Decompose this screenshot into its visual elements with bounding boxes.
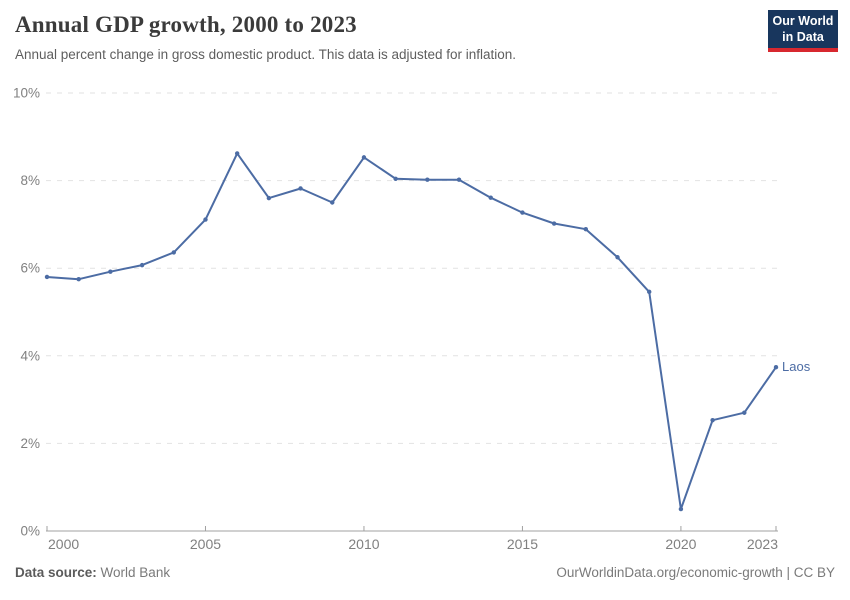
y-tick-label: 0% [20,524,40,539]
data-point [583,227,589,232]
data-point [203,217,208,222]
data-point [234,151,240,156]
data-point [425,177,430,182]
data-point [393,176,398,182]
chart-footer: Data source: World Bank OurWorldinData.o… [15,565,835,580]
data-point [710,417,715,423]
chart-subtitle: Annual percent change in gross domestic … [15,47,517,62]
data-point [773,364,779,370]
data-source-value: World Bank [100,565,171,580]
x-tick-label: 2023 [747,536,778,552]
data-point [488,195,493,200]
data-point [742,410,747,415]
x-tick-label: 2015 [507,536,538,552]
line-chart: 0% 2% 4% 6% 8% 10% 2000 2005 2010 2015 2020 2023 Lao… [13,86,811,553]
attribution-text: OurWorldinData.org/economic-growth | CC … [556,565,835,580]
data-point [678,506,684,512]
owid-logo-line1: Our World [772,13,834,28]
data-point [520,210,525,215]
x-tick-label: 2000 [48,536,79,552]
data-point [551,221,557,226]
series-line [46,152,777,511]
x-tick-label: 2010 [348,536,379,552]
data-point [76,276,81,282]
data-point [108,269,113,274]
page-title: Annual GDP growth, 2000 to 2023 [15,12,357,37]
owid-logo: Our World in Data [768,10,838,52]
data-point [171,250,176,255]
data-source: Data source: World Bank [15,565,170,580]
x-tick-label: 2020 [665,536,696,552]
x-tick-label: 2005 [190,536,221,552]
data-point [266,195,272,201]
data-point [44,274,50,280]
y-tick-label: 8% [20,173,40,188]
y-tick-label: 6% [20,261,40,276]
data-point [456,177,462,182]
data-point [330,200,335,205]
chart-header: Annual GDP growth, 2000 to 2023 Annual p… [15,12,745,62]
y-tick-label: 10% [13,86,40,101]
data-point [361,155,367,160]
data-point [647,289,652,295]
owid-logo-line2: in Data [782,30,824,44]
series-label: Laos [782,359,811,374]
data-point [615,255,620,260]
data-point [298,186,303,191]
y-tick-label: 2% [20,436,40,451]
y-tick-label: 4% [20,348,40,363]
data-source-label: Data source: [15,565,97,580]
data-point [139,262,145,268]
